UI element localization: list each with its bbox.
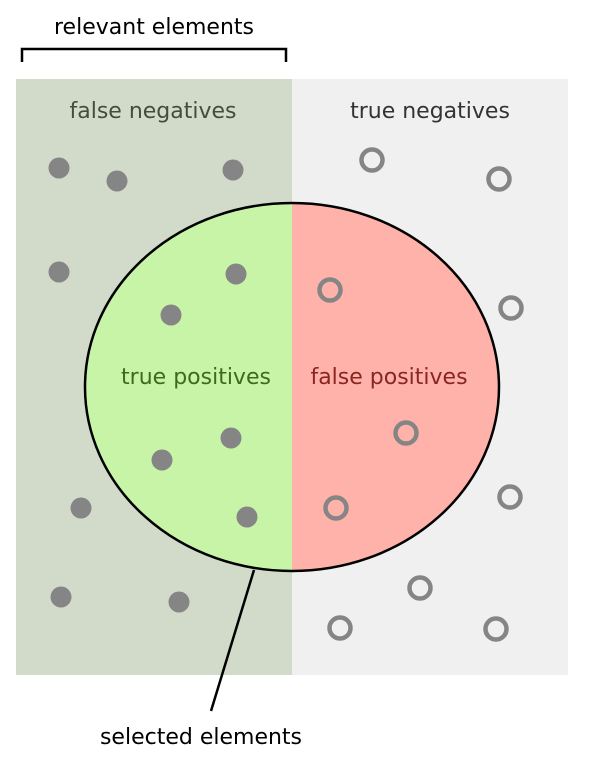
relevant-dots — [48, 157, 258, 613]
true-positives-label: true positives — [121, 365, 271, 390]
relevant-dot — [106, 170, 128, 192]
relevant-dot — [48, 261, 70, 283]
selected-ellipse-outline — [83, 201, 501, 573]
relevant-bracket — [20, 47, 288, 62]
relevant-dot — [220, 427, 242, 449]
selected-label: selected elements — [100, 725, 302, 750]
true-negatives-label: true negatives — [350, 99, 510, 124]
false-negatives-label: false negatives — [69, 99, 236, 124]
relevant-dot — [160, 304, 182, 326]
irrelevant-ring — [498, 295, 524, 321]
irrelevant-ring — [323, 495, 349, 521]
relevant-label: relevant elements — [54, 15, 254, 40]
relevant-dot — [70, 497, 92, 519]
irrelevant-ring — [327, 615, 353, 641]
relevant-dot — [222, 159, 244, 181]
relevant-dot — [225, 263, 247, 285]
irrelevant-ring — [359, 147, 385, 173]
relevant-dot — [236, 506, 258, 528]
irrelevant-ring — [486, 166, 512, 192]
false-positives-label: false positives — [310, 365, 467, 390]
irrelevant-ring — [317, 277, 343, 303]
irrelevant-ring — [497, 484, 523, 510]
relevant-dot — [50, 586, 72, 608]
irrelevant-ring — [483, 616, 509, 642]
irrelevant-rings — [317, 147, 524, 642]
irrelevant-ring — [393, 420, 419, 446]
relevant-dot — [48, 157, 70, 179]
relevant-dot — [168, 591, 190, 613]
selected-pointer-line — [209, 569, 256, 712]
irrelevant-ring — [407, 575, 433, 601]
relevant-dot — [151, 449, 173, 471]
